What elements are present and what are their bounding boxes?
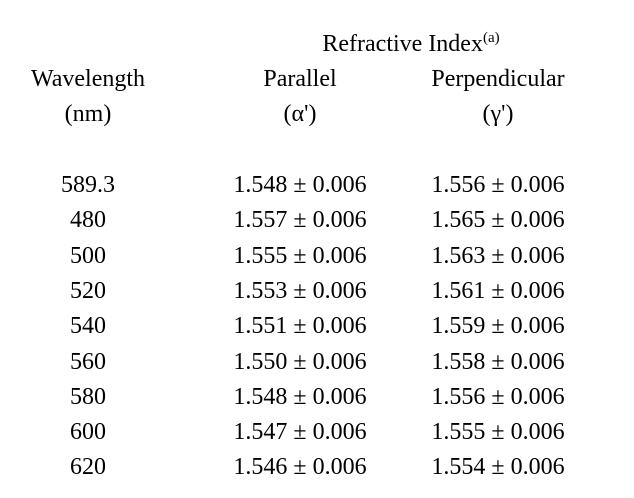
cell-parallel: 1.557 ± 0.006 <box>233 207 367 233</box>
cell-parallel: 1.550 ± 0.006 <box>233 349 367 375</box>
cell-parallel: 1.547 ± 0.006 <box>233 419 367 445</box>
cell-perpendicular: 1.556 ± 0.006 <box>431 172 565 198</box>
header-wavelength: Wavelength <box>30 66 146 92</box>
header-perpendicular: Perpendicular <box>431 66 565 92</box>
cell-perpendicular: 1.563 ± 0.006 <box>431 243 565 269</box>
cell-parallel: 1.553 ± 0.006 <box>233 278 367 304</box>
cell-perpendicular: 1.565 ± 0.006 <box>431 207 565 233</box>
cell-wavelength: 560 <box>70 349 106 375</box>
cell-wavelength: 480 <box>70 207 106 233</box>
footnote-marker: (a) <box>482 30 500 46</box>
header-parallel: Parallel <box>263 66 337 92</box>
group-header: Refractive Index(a) <box>322 30 499 58</box>
cell-wavelength: 520 <box>70 278 106 304</box>
cell-parallel: 1.548 ± 0.006 <box>233 172 367 198</box>
cell-perpendicular: 1.555 ± 0.006 <box>431 419 565 445</box>
cell-parallel: 1.551 ± 0.006 <box>233 313 367 339</box>
header-wavelength-unit: (nm) <box>64 101 112 127</box>
cell-wavelength: 589.3 <box>61 172 115 198</box>
cell-perpendicular: 1.559 ± 0.006 <box>431 313 565 339</box>
cell-perpendicular: 1.556 ± 0.006 <box>431 384 565 410</box>
cell-perpendicular: 1.558 ± 0.006 <box>431 349 565 375</box>
cell-perpendicular: 1.554 ± 0.006 <box>431 454 565 480</box>
cell-wavelength: 600 <box>70 419 106 445</box>
group-header-label: Refractive Index <box>322 31 483 57</box>
cell-perpendicular: 1.561 ± 0.006 <box>431 278 565 304</box>
cell-parallel: 1.546 ± 0.006 <box>233 454 367 480</box>
cell-parallel: 1.555 ± 0.006 <box>233 243 367 269</box>
header-perpendicular-symbol: (γ') <box>482 101 514 127</box>
cell-wavelength: 620 <box>70 454 106 480</box>
cell-wavelength: 580 <box>70 384 106 410</box>
cell-wavelength: 540 <box>70 313 106 339</box>
cell-parallel: 1.548 ± 0.006 <box>233 384 367 410</box>
header-parallel-symbol: (α') <box>283 101 317 127</box>
cell-wavelength: 500 <box>70 243 106 269</box>
